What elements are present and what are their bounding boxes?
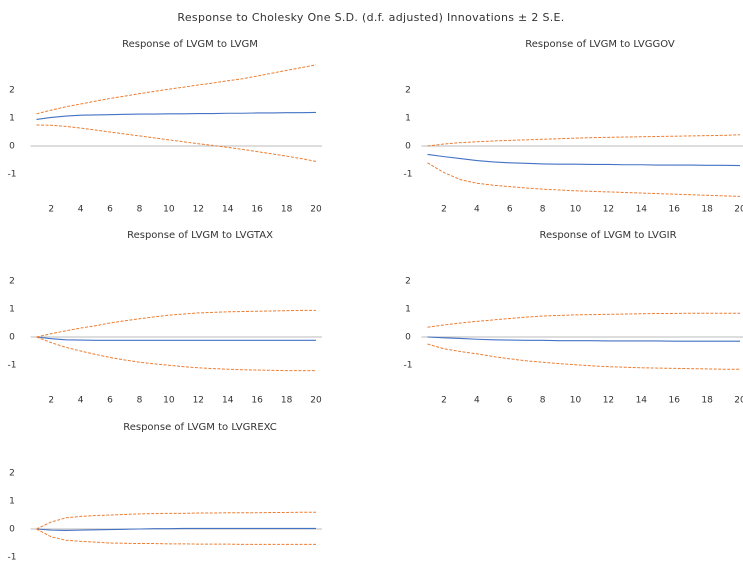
series-line [427,312,740,328]
panel-title: Response of LVGM to LVGTAX [127,230,273,241]
x-tick-label: 2 [48,205,54,215]
y-tick-label: -1 [8,170,17,180]
x-tick-label: 10 [163,205,175,215]
x-tick-label: 4 [474,396,480,406]
main-title: Response to Cholesky One S.D. (d.f. adju… [177,11,564,24]
x-tick-label: 8 [540,396,546,406]
series-line [36,64,317,115]
x-tick-label: 4 [474,205,480,215]
series-line [36,124,317,162]
x-tick-label: 2 [441,205,447,215]
series-line [427,162,741,197]
x-tick-label: 14 [222,205,234,215]
x-tick-label: 14 [636,205,648,215]
y-tick-label: 2 [9,469,15,479]
x-tick-label: 4 [78,396,84,406]
y-tick-label: 2 [9,277,15,287]
x-tick-label: 12 [603,396,614,406]
x-tick-label: 2 [441,396,447,406]
x-tick-label: 8 [137,396,143,406]
y-tick-label: -1 [404,361,413,371]
y-tick-label: 2 [9,86,15,96]
x-tick-label: 18 [281,205,293,215]
x-tick-label: 20 [310,205,322,215]
y-tick-label: 1 [405,305,411,315]
series-line [36,336,316,372]
x-tick-label: 12 [193,396,204,406]
y-tick-label: 0 [405,333,411,343]
panel-title: Response of LVGM to LVGGOV [525,39,675,50]
y-tick-label: 0 [9,333,15,343]
panel-title: Response of LVGM to LVGM [122,39,258,50]
y-tick-label: 2 [405,86,411,96]
x-tick-label: 12 [193,205,204,215]
x-tick-label: 6 [507,396,513,406]
series-line [427,343,740,370]
x-tick-label: 16 [668,205,680,215]
y-tick-label: -1 [404,170,413,180]
x-tick-label: 12 [603,205,614,215]
series-line [427,134,741,147]
x-tick-label: 18 [281,396,293,406]
y-tick-label: 0 [405,142,411,152]
x-tick-label: 10 [570,396,582,406]
x-tick-label: 6 [107,396,113,406]
panel-title: Response of LVGM to LVGREXC [123,422,277,433]
x-tick-label: 18 [701,205,713,215]
x-tick-label: 20 [310,396,322,406]
series-line [427,336,740,342]
y-tick-label: -1 [8,553,17,561]
x-tick-label: 4 [78,205,84,215]
x-tick-label: 8 [137,205,143,215]
y-tick-label: 1 [9,114,15,124]
x-tick-label: 16 [251,396,263,406]
panel-title: Response of LVGM to LVGIR [539,230,676,241]
x-tick-label: 20 [734,205,743,215]
x-tick-label: 14 [636,396,648,406]
x-tick-label: 10 [163,396,175,406]
y-tick-label: -1 [8,361,17,371]
series-line [36,336,316,341]
series-line [36,527,316,531]
x-tick-label: 20 [734,396,743,406]
x-tick-label: 10 [570,205,582,215]
x-tick-label: 14 [222,396,234,406]
y-tick-label: 0 [9,142,15,152]
series-line [36,511,316,530]
y-tick-label: 1 [405,114,411,124]
series-line [36,111,317,120]
x-tick-label: 2 [48,396,54,406]
x-tick-label: 8 [540,205,546,215]
x-tick-label: 16 [668,396,680,406]
x-tick-label: 6 [507,205,513,215]
series-line [36,309,316,338]
series-line [427,153,741,167]
y-tick-label: 1 [9,497,15,507]
x-tick-label: 16 [251,205,263,215]
series-line [36,528,316,545]
y-tick-label: 2 [405,277,411,287]
y-tick-label: 1 [9,305,15,315]
x-tick-label: 6 [107,205,113,215]
y-tick-label: 0 [9,525,15,535]
x-tick-label: 18 [701,396,713,406]
